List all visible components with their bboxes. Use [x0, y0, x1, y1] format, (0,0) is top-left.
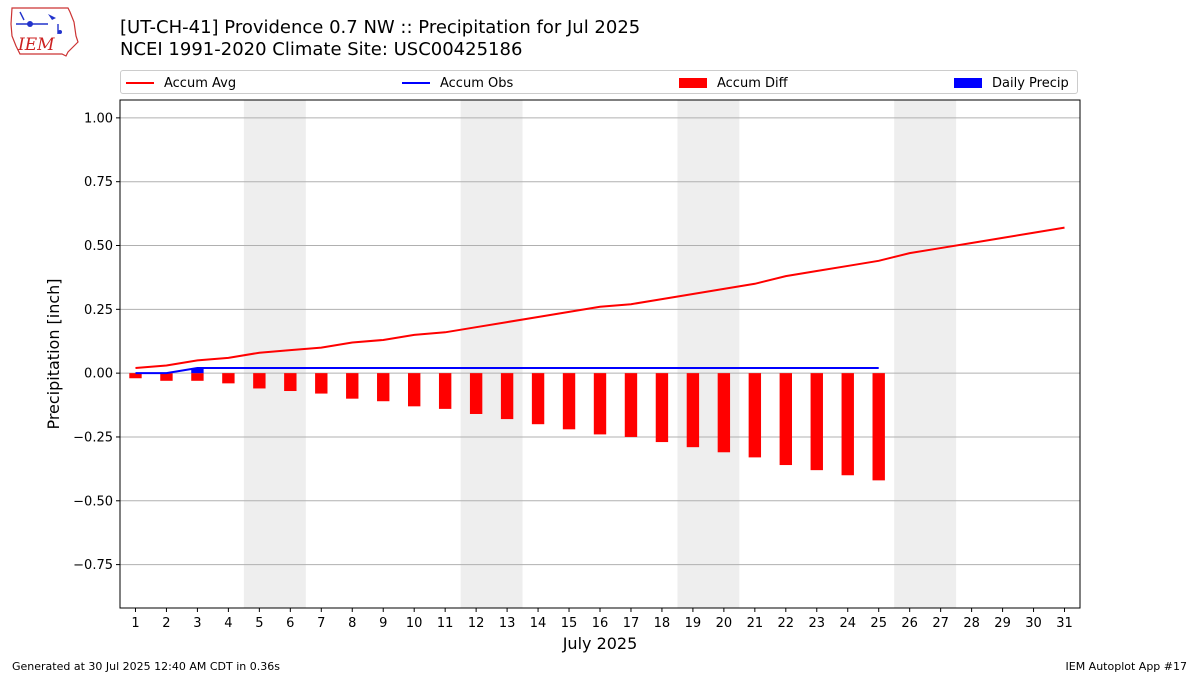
x-tick-label: 6	[286, 616, 294, 631]
legend-item-accum-obs: Accum Obs	[402, 74, 513, 92]
bar-accum-diff	[686, 373, 700, 448]
x-tick-label: 4	[224, 616, 232, 631]
x-tick-label: 16	[592, 616, 609, 631]
legend-swatch-accum-diff	[679, 78, 707, 88]
weekend-shade	[894, 100, 957, 608]
x-tick-label: 14	[530, 616, 547, 631]
y-tick-label: 0.25	[84, 303, 113, 318]
footer-app: IEM Autoplot App #17	[1065, 660, 1188, 673]
bar-daily-precip	[191, 368, 204, 374]
x-axis-label: July 2025	[562, 634, 638, 653]
bar-accum-diff	[655, 373, 669, 443]
bar-accum-diff	[377, 373, 390, 402]
x-tick-label: 3	[193, 616, 201, 631]
y-tick-label: 0.75	[84, 175, 113, 190]
x-tick-label: 25	[870, 616, 887, 631]
bar-accum-diff	[717, 373, 731, 453]
x-tick-label: 19	[685, 616, 702, 631]
x-tick-label: 13	[499, 616, 516, 631]
bar-accum-diff	[872, 373, 885, 481]
legend: Accum Avg Accum Obs Accum Diff Daily Pre…	[120, 70, 1078, 94]
y-tick-label: −0.75	[73, 558, 113, 573]
bar-accum-diff	[438, 373, 452, 409]
x-tick-label: 28	[963, 616, 980, 631]
y-tick-label: 0.00	[84, 367, 113, 382]
legend-swatch-accum-avg	[126, 82, 154, 84]
bar-accum-diff	[346, 373, 359, 399]
x-tick-label: 20	[716, 616, 733, 631]
bar-accum-diff	[593, 373, 607, 435]
y-tick-label: 0.50	[84, 239, 113, 254]
bar-accum-diff	[562, 373, 576, 430]
bar-accum-diff	[779, 373, 792, 466]
x-tick-label: 24	[839, 616, 856, 631]
legend-label-accum-obs: Accum Obs	[440, 75, 514, 91]
legend-swatch-accum-obs	[402, 82, 430, 84]
x-tick-label: 15	[561, 616, 578, 631]
x-tick-label: 10	[406, 616, 423, 631]
y-tick-label: −0.25	[73, 430, 113, 445]
weekend-shade	[460, 100, 523, 608]
x-tick-label: 17	[623, 616, 640, 631]
bar-accum-diff	[284, 373, 297, 392]
x-tick-label: 8	[348, 616, 356, 631]
line-accum-avg	[135, 226, 1065, 370]
x-tick-label: 26	[901, 616, 918, 631]
logo-text: IEM	[17, 35, 55, 55]
weekend-shade	[677, 100, 740, 608]
x-tick-label: 29	[994, 616, 1011, 631]
legend-item-daily-precip: Daily Precip	[954, 74, 1069, 92]
footer-generated: Generated at 30 Jul 2025 12:40 AM CDT in…	[12, 660, 280, 673]
x-tick-label: 7	[317, 616, 325, 631]
bar-accum-diff	[129, 373, 142, 379]
legend-label-daily-precip: Daily Precip	[992, 75, 1069, 91]
y-tick-label: −0.50	[73, 494, 113, 509]
legend-item-accum-avg: Accum Avg	[126, 74, 236, 92]
bar-accum-diff	[841, 373, 854, 476]
bar-accum-diff	[469, 373, 483, 414]
bar-accum-diff	[160, 373, 173, 381]
bar-accum-diff	[748, 373, 762, 458]
legend-swatch-daily-precip	[954, 78, 982, 88]
x-tick-label: 2	[162, 616, 170, 631]
chart-title: [UT-CH-41] Providence 0.7 NW :: Precipit…	[120, 17, 641, 38]
y-axis-label: Precipitation [inch]	[44, 278, 63, 429]
iem-logo: IEM	[10, 7, 79, 57]
bar-accum-diff	[191, 373, 204, 381]
x-tick-label: 21	[747, 616, 764, 631]
line-accum-obs	[135, 367, 879, 375]
x-tick-label: 18	[654, 616, 671, 631]
y-tick-label: 1.00	[84, 111, 113, 126]
bar-accum-diff	[408, 373, 421, 407]
bar-accum-diff	[253, 373, 266, 389]
x-tick-label: 5	[255, 616, 263, 631]
bar-accum-diff	[624, 373, 638, 437]
legend-label-accum-avg: Accum Avg	[164, 75, 237, 91]
legend-item-accum-diff: Accum Diff	[679, 74, 788, 92]
x-tick-label: 12	[468, 616, 485, 631]
bar-accum-diff	[810, 373, 823, 471]
chart-subtitle: NCEI 1991-2020 Climate Site: USC00425186	[120, 39, 523, 60]
bar-accum-diff	[315, 373, 328, 394]
x-tick-label: 11	[437, 616, 454, 631]
x-tick-label: 1	[131, 616, 139, 631]
bar-accum-diff	[531, 373, 545, 425]
x-tick-label: 30	[1025, 616, 1042, 631]
x-tick-label: 22	[778, 616, 795, 631]
x-tick-label: 23	[809, 616, 826, 631]
bar-accum-diff	[500, 373, 514, 420]
x-tick-label: 31	[1056, 616, 1073, 631]
axes-frame	[119, 99, 1081, 609]
x-tick-label: 27	[932, 616, 949, 631]
x-tick-label: 9	[379, 616, 387, 631]
bar-accum-diff	[222, 373, 235, 384]
legend-label-accum-diff: Accum Diff	[717, 75, 788, 91]
